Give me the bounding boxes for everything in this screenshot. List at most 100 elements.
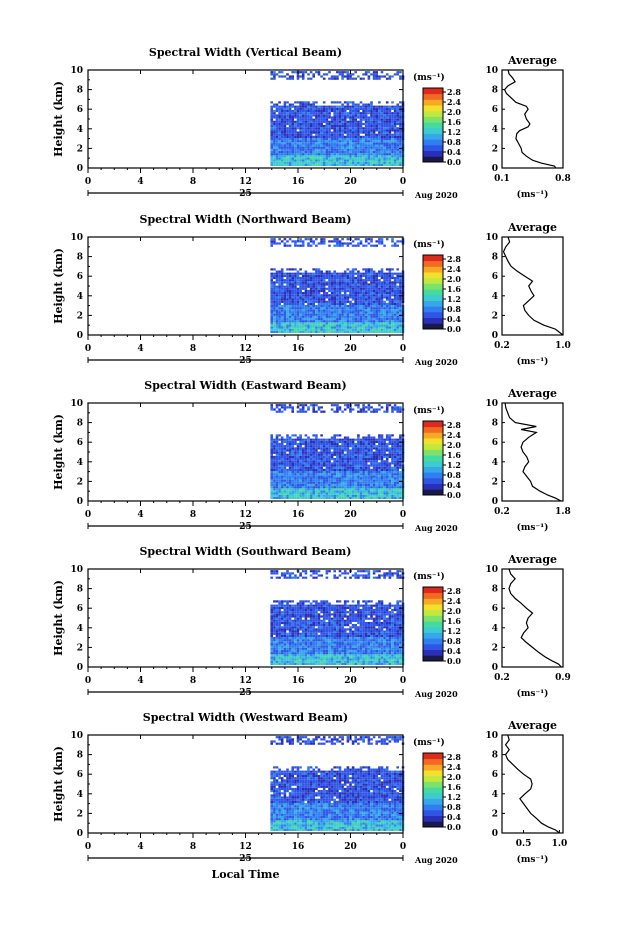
heatmap-cell bbox=[378, 462, 381, 464]
heatmap-cell bbox=[278, 467, 281, 469]
heatmap-cell bbox=[391, 136, 394, 138]
heatmap-cell bbox=[302, 443, 305, 445]
heatmap-cell bbox=[389, 477, 392, 479]
heatmap-cell bbox=[289, 110, 292, 112]
heatmap-cell bbox=[378, 275, 381, 277]
heatmap-cell bbox=[381, 460, 384, 462]
heatmap-cell bbox=[375, 73, 378, 75]
heatmap-cell bbox=[284, 331, 287, 333]
heatmap-cell bbox=[333, 437, 336, 439]
heatmap-cell bbox=[336, 288, 339, 290]
heatmap-cell bbox=[326, 296, 329, 298]
heatmap-cell bbox=[347, 309, 350, 311]
heatmap-cell bbox=[318, 147, 321, 149]
heatmap-cell bbox=[326, 164, 329, 166]
heatmap-cell bbox=[273, 460, 276, 462]
heatmap-cell bbox=[336, 449, 339, 451]
heatmap-cell bbox=[284, 482, 287, 484]
heatmap-cell bbox=[302, 467, 305, 469]
heatmap-cell bbox=[273, 73, 276, 75]
heatmap-cell bbox=[278, 129, 281, 131]
heatmap-cell bbox=[318, 331, 321, 333]
heatmap-cell bbox=[276, 486, 279, 488]
heatmap-cell bbox=[365, 119, 368, 121]
heatmap-cell bbox=[339, 162, 342, 164]
y-tick-label: 10 bbox=[70, 233, 83, 243]
heatmap-cell bbox=[339, 151, 342, 153]
heatmap-cell bbox=[352, 283, 355, 285]
heatmap-cell bbox=[278, 490, 281, 492]
heatmap-cell bbox=[339, 299, 342, 301]
heatmap-cell bbox=[391, 477, 394, 479]
heatmap-cell bbox=[396, 275, 399, 277]
heatmap-cell bbox=[386, 449, 389, 451]
heatmap-cell bbox=[365, 281, 368, 283]
heatmap-cell bbox=[354, 132, 357, 134]
heatmap-cell bbox=[270, 294, 273, 296]
heatmap-cell bbox=[310, 329, 313, 331]
heatmap-cell bbox=[399, 116, 402, 118]
heatmap-cell bbox=[323, 490, 326, 492]
heatmap-cell bbox=[347, 475, 350, 477]
heatmap-cell bbox=[328, 443, 331, 445]
heatmap-cell bbox=[354, 114, 357, 116]
heatmap-cell bbox=[389, 277, 392, 279]
heatmap-cell bbox=[396, 160, 399, 162]
heatmap-cell bbox=[318, 292, 321, 294]
heatmap-cell bbox=[386, 119, 389, 121]
heatmap-cell bbox=[281, 449, 284, 451]
heatmap-cell bbox=[305, 307, 308, 309]
heatmap-cell bbox=[389, 142, 392, 144]
heatmap-cell bbox=[336, 477, 339, 479]
heatmap-cell bbox=[328, 106, 331, 108]
heatmap-cell bbox=[333, 140, 336, 142]
heatmap-cell bbox=[354, 301, 357, 303]
heatmap-cell bbox=[315, 149, 318, 151]
heatmap-cell bbox=[373, 114, 376, 116]
heatmap-cell bbox=[370, 153, 373, 155]
heatmap-cell bbox=[273, 495, 276, 497]
heatmap-cell bbox=[336, 408, 339, 410]
heatmap-cell bbox=[383, 114, 386, 116]
heatmap-cell bbox=[347, 324, 350, 326]
heatmap-cell bbox=[331, 495, 334, 497]
heatmap-cell bbox=[373, 134, 376, 136]
heatmap-cell bbox=[323, 281, 326, 283]
heatmap-cell bbox=[328, 316, 331, 318]
heatmap-cell bbox=[291, 322, 294, 324]
heatmap-cell bbox=[349, 147, 352, 149]
heatmap-cell bbox=[349, 477, 352, 479]
heatmap-cell bbox=[294, 114, 297, 116]
heatmap-cell bbox=[354, 454, 357, 456]
heatmap-cell bbox=[310, 121, 313, 123]
heatmap-cell bbox=[276, 331, 279, 333]
heatmap-cell bbox=[284, 279, 287, 281]
heatmap-cell bbox=[291, 112, 294, 114]
heatmap-cell bbox=[328, 144, 331, 146]
heatmap-cell bbox=[333, 411, 336, 413]
heatmap-cell bbox=[328, 331, 331, 333]
heatmap-cell bbox=[368, 296, 371, 298]
heatmap-cell bbox=[336, 404, 339, 406]
heatmap-cell bbox=[289, 134, 292, 136]
heatmap-cell bbox=[373, 480, 376, 482]
heatmap-cell bbox=[320, 488, 323, 490]
heatmap-cell bbox=[331, 240, 334, 242]
heatmap-cell bbox=[386, 127, 389, 129]
heatmap-cell bbox=[352, 484, 355, 486]
heatmap-cell bbox=[349, 452, 352, 454]
colorbar-segment bbox=[423, 255, 443, 261]
colorbar-tick-label: 2.4 bbox=[447, 264, 461, 274]
heatmap-cell bbox=[373, 454, 376, 456]
heatmap-cell bbox=[294, 279, 297, 281]
heatmap-cell bbox=[386, 283, 389, 285]
heatmap-cell bbox=[373, 469, 376, 471]
heatmap-cell bbox=[320, 290, 323, 292]
heatmap-cell bbox=[310, 324, 313, 326]
heatmap-cell bbox=[360, 151, 363, 153]
heatmap-cell bbox=[365, 296, 368, 298]
heatmap-cell bbox=[339, 108, 342, 110]
heatmap-cell bbox=[383, 151, 386, 153]
heatmap-cell bbox=[394, 151, 397, 153]
heatmap-cell bbox=[273, 458, 276, 460]
